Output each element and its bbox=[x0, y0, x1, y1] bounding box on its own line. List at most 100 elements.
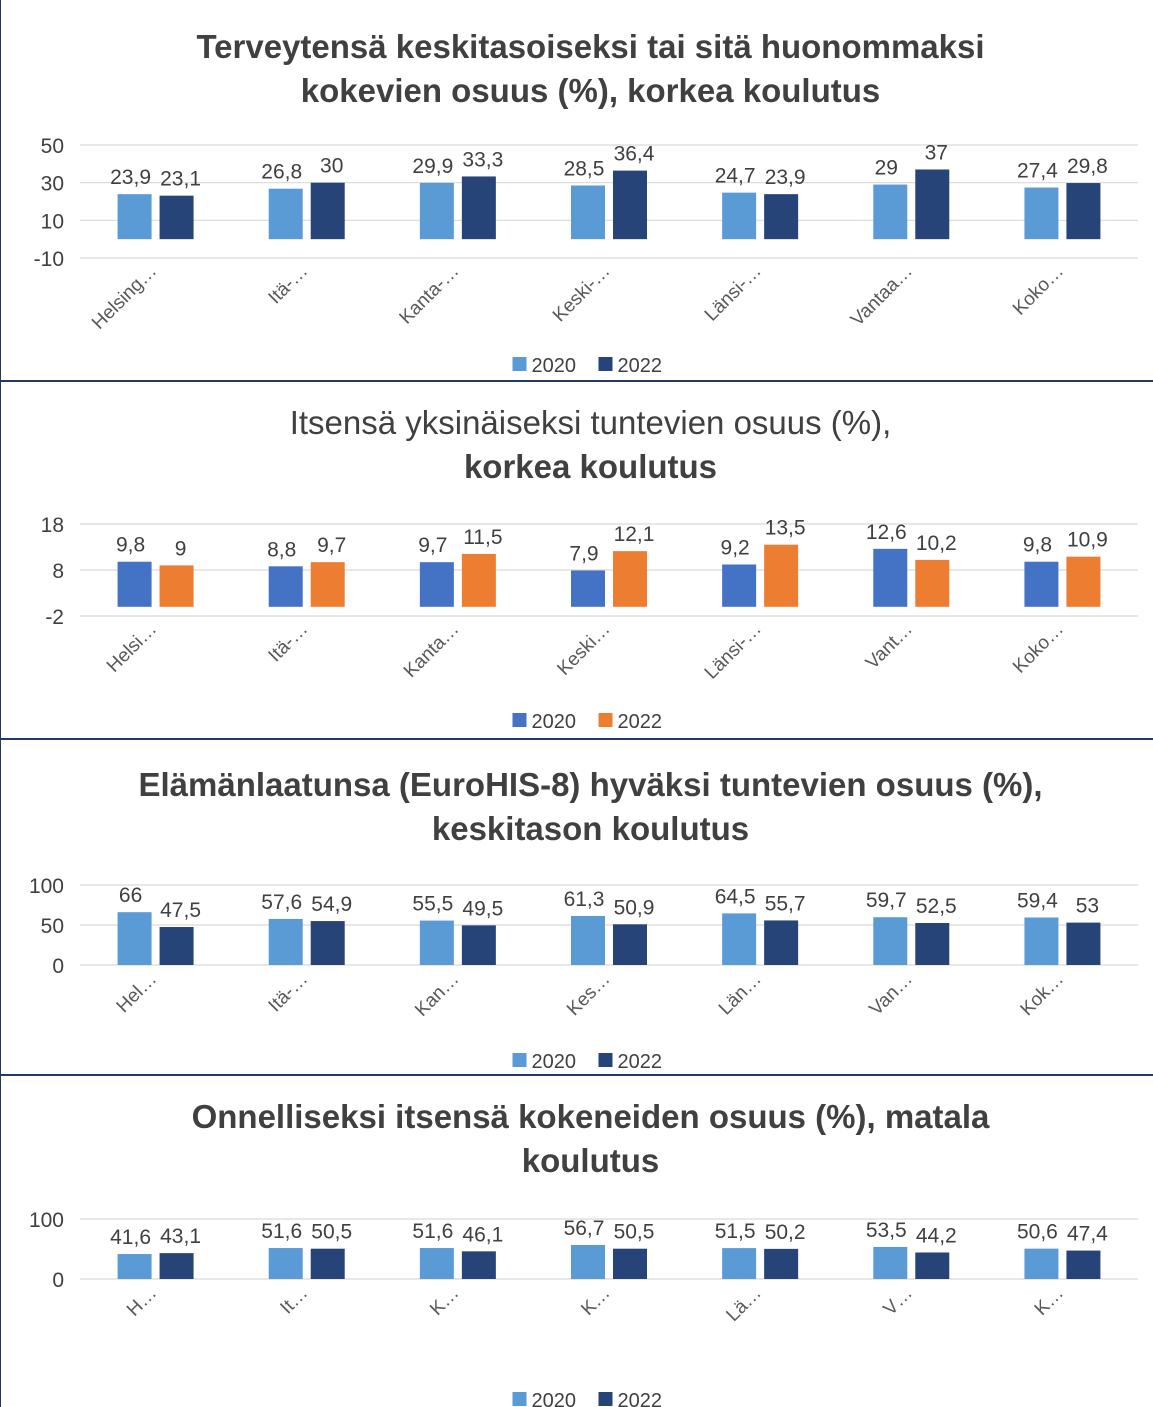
bar-2020 bbox=[419, 1248, 454, 1279]
category-label: Koko… bbox=[1009, 261, 1068, 320]
data-label: 36,4 bbox=[614, 143, 655, 166]
data-label: 9,8 bbox=[1023, 534, 1052, 557]
data-label: 10,9 bbox=[1067, 529, 1108, 552]
bar-2020 bbox=[268, 566, 303, 607]
chart-panel-1: Terveytensä keskitasoiseksi tai sitä huo… bbox=[0, 0, 1153, 382]
data-label: 51,6 bbox=[261, 1220, 302, 1243]
legend-swatch-2020 bbox=[512, 357, 527, 371]
legend-label: 2022 bbox=[618, 1390, 663, 1407]
chart-panel-4: Onnelliseksi itsensä kokeneiden osuus (%… bbox=[0, 1076, 1153, 1407]
chart-title-line: kokevien osuus (%), korkea koulutus bbox=[301, 72, 881, 109]
bar-2020 bbox=[571, 570, 605, 607]
category-label: Koko… bbox=[1009, 619, 1068, 678]
data-label: 33,3 bbox=[462, 148, 503, 171]
bar-2020 bbox=[722, 913, 757, 965]
y-tick-label: 50 bbox=[41, 135, 64, 158]
bar-2022 bbox=[915, 1252, 950, 1279]
bar-2020 bbox=[722, 564, 757, 607]
bar-2020 bbox=[1024, 187, 1059, 240]
data-label: 10,2 bbox=[916, 532, 957, 555]
data-label: 53 bbox=[1076, 895, 1099, 918]
data-label: 9,7 bbox=[317, 534, 346, 557]
bar-2022 bbox=[613, 551, 647, 607]
legend-swatch-2020 bbox=[512, 1392, 527, 1406]
y-tick-label: 100 bbox=[29, 875, 64, 898]
data-label: 50,9 bbox=[614, 896, 655, 919]
bar-2022 bbox=[764, 1248, 799, 1279]
bar-2020 bbox=[722, 1248, 757, 1279]
y-tick-label: 30 bbox=[41, 173, 64, 196]
bar-2022 bbox=[764, 194, 799, 240]
chart-panel-2: Itsensä yksinäiseksi tuntevien osuus (%)… bbox=[0, 382, 1153, 740]
data-label: 51,6 bbox=[412, 1220, 453, 1243]
bar-2022 bbox=[915, 169, 950, 240]
bar-2020 bbox=[268, 188, 303, 240]
bar-2020 bbox=[571, 1244, 605, 1279]
category-label: Kanta-… bbox=[396, 261, 464, 329]
bar-2022 bbox=[915, 923, 950, 965]
data-label: 9,7 bbox=[418, 534, 447, 557]
bar-2020 bbox=[1024, 1248, 1059, 1279]
data-label: 43,1 bbox=[160, 1225, 201, 1248]
bar-2022 bbox=[159, 1253, 194, 1279]
category-label: Län… bbox=[715, 969, 766, 1020]
bar-2022 bbox=[613, 170, 647, 240]
category-label: Länsi-… bbox=[701, 261, 766, 326]
bar-2022 bbox=[310, 921, 345, 965]
bar-2022 bbox=[310, 562, 345, 607]
bar-2022 bbox=[613, 1248, 647, 1279]
bar-2022 bbox=[613, 924, 647, 965]
legend-label: 2020 bbox=[532, 1051, 577, 1073]
category-label: V… bbox=[880, 1283, 917, 1320]
bar-2020 bbox=[873, 184, 908, 240]
bar-2022 bbox=[159, 565, 194, 607]
data-label: 44,2 bbox=[916, 1224, 957, 1247]
data-label: 54,9 bbox=[311, 893, 352, 916]
data-label: 53,5 bbox=[866, 1219, 907, 1242]
data-label: 9,2 bbox=[721, 536, 750, 559]
bar-2020 bbox=[419, 562, 454, 607]
data-label: 11,5 bbox=[463, 526, 502, 549]
legend-swatch-2020 bbox=[512, 713, 527, 727]
category-label: Van… bbox=[866, 969, 917, 1020]
y-tick-label: 0 bbox=[52, 955, 64, 978]
bar-2020 bbox=[873, 1246, 908, 1279]
data-label: 27,4 bbox=[1017, 160, 1058, 183]
bar-2020 bbox=[268, 918, 303, 965]
bar-2022 bbox=[461, 176, 496, 240]
bar-2020 bbox=[419, 920, 454, 965]
data-label: 66 bbox=[119, 884, 142, 907]
category-label: Itä-… bbox=[265, 969, 313, 1017]
y-tick-label: 50 bbox=[41, 915, 64, 938]
data-label: 52,5 bbox=[916, 895, 957, 918]
chart-title-line: koulutus bbox=[522, 1142, 660, 1179]
legend-label: 2022 bbox=[618, 1051, 663, 1073]
data-label: 8,8 bbox=[267, 538, 296, 561]
bar-2022 bbox=[310, 1248, 345, 1279]
y-tick-label: 100 bbox=[29, 1209, 64, 1232]
data-label: 12,6 bbox=[866, 521, 907, 544]
bar-2020 bbox=[873, 548, 908, 607]
data-label: 7,9 bbox=[569, 542, 598, 565]
data-label: 9,8 bbox=[116, 534, 145, 557]
frame-border bbox=[0, 0, 1, 1407]
data-label: 37 bbox=[925, 141, 948, 164]
bar-2020 bbox=[873, 917, 908, 965]
chart-panel-3: Elämänlaatunsa (EuroHIS-8) hyväksi tunte… bbox=[0, 740, 1153, 1076]
chart-title-line: korkea koulutus bbox=[464, 448, 717, 485]
category-label: Hel… bbox=[113, 969, 161, 1017]
data-label: 23,9 bbox=[110, 166, 151, 189]
chart-svg-2: Itsensä yksinäiseksi tuntevien osuus (%)… bbox=[0, 404, 1153, 740]
data-label: 29,9 bbox=[412, 155, 453, 178]
data-label: 24,7 bbox=[715, 165, 756, 188]
bar-2020 bbox=[117, 194, 152, 240]
bar-2020 bbox=[722, 192, 757, 240]
chart-title-line: keskitason koulutus bbox=[432, 810, 749, 847]
bar-2020 bbox=[117, 1254, 152, 1279]
data-label: 9 bbox=[175, 537, 187, 560]
chart-svg-1: Terveytensä keskitasoiseksi tai sitä huo… bbox=[0, 28, 1153, 382]
data-label: 47,4 bbox=[1067, 1223, 1108, 1246]
category-label: Kes… bbox=[563, 969, 614, 1020]
bar-2022 bbox=[159, 927, 194, 965]
chart-title-line: Elämänlaatunsa (EuroHIS-8) hyväksi tunte… bbox=[138, 766, 1042, 803]
